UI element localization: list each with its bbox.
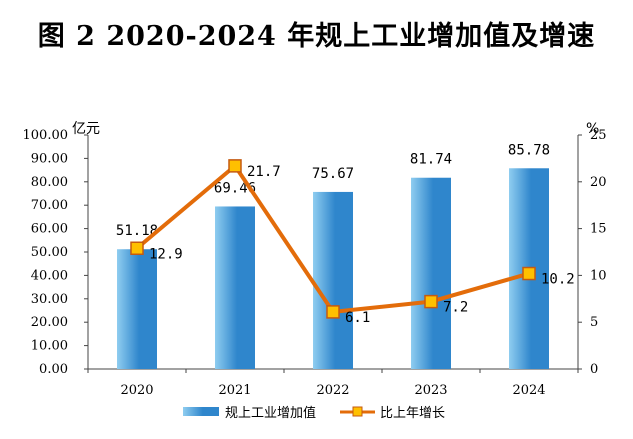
- line-point: [522, 266, 536, 281]
- left-tick-label: 90.00: [31, 151, 68, 166]
- legend-line-marker: [352, 406, 363, 417]
- bar: [117, 249, 157, 369]
- left-tick-label: 20.00: [31, 315, 68, 330]
- bar: [411, 177, 451, 369]
- x-tick-label: 2024: [512, 383, 545, 398]
- left-tick-label: 60.00: [31, 222, 68, 237]
- right-tick-label: 0: [590, 362, 598, 377]
- bar-data-label: 81.74: [410, 152, 452, 168]
- line-data-label: 10.2: [541, 272, 575, 288]
- bar-data-label: 85.78: [508, 142, 550, 158]
- line-data-label: 12.9: [149, 246, 183, 262]
- line-data-label: 7.2: [443, 300, 468, 316]
- left-tick-label: 80.00: [31, 175, 68, 190]
- right-tick-label: 20: [590, 175, 607, 190]
- line-point: [228, 159, 242, 173]
- line-point: [130, 241, 144, 256]
- left-tick-label: 0.00: [39, 362, 68, 377]
- legend-bar-swatch: [183, 407, 219, 416]
- left-tick-label: 100.00: [23, 128, 69, 143]
- line-data-label: 21.7: [247, 164, 281, 180]
- legend-bar-label: 规上工业增加值: [225, 405, 316, 421]
- left-tick-label: 30.00: [31, 292, 68, 307]
- right-tick-label: 10: [590, 268, 607, 283]
- left-axis-unit: 亿元: [72, 121, 100, 137]
- x-tick-label: 2020: [120, 383, 153, 398]
- right-tick-label: 25: [590, 128, 607, 143]
- right-tick-label: 5: [590, 315, 598, 330]
- line-point: [424, 294, 438, 309]
- right-axis-unit: %: [586, 121, 599, 137]
- line-data-label: 6.1: [345, 310, 370, 326]
- line-point: [326, 305, 340, 319]
- left-tick-label: 40.00: [31, 268, 68, 283]
- bar: [215, 206, 255, 369]
- x-tick-label: 2022: [316, 383, 349, 398]
- bar-data-label: 75.67: [312, 166, 354, 182]
- left-tick-label: 50.00: [31, 245, 68, 260]
- x-tick-label: 2021: [218, 383, 251, 398]
- right-tick-label: 15: [590, 222, 607, 237]
- chart-title: 图 2 2020-2024 年规上工业增加值及增速: [37, 21, 596, 52]
- x-tick-label: 2023: [414, 383, 447, 398]
- left-tick-label: 70.00: [31, 198, 68, 213]
- bar: [313, 191, 353, 369]
- legend-line-label: 比上年增长: [380, 406, 445, 421]
- left-tick-label: 10.00: [31, 339, 68, 354]
- bar-data-label: 51.18: [116, 223, 158, 239]
